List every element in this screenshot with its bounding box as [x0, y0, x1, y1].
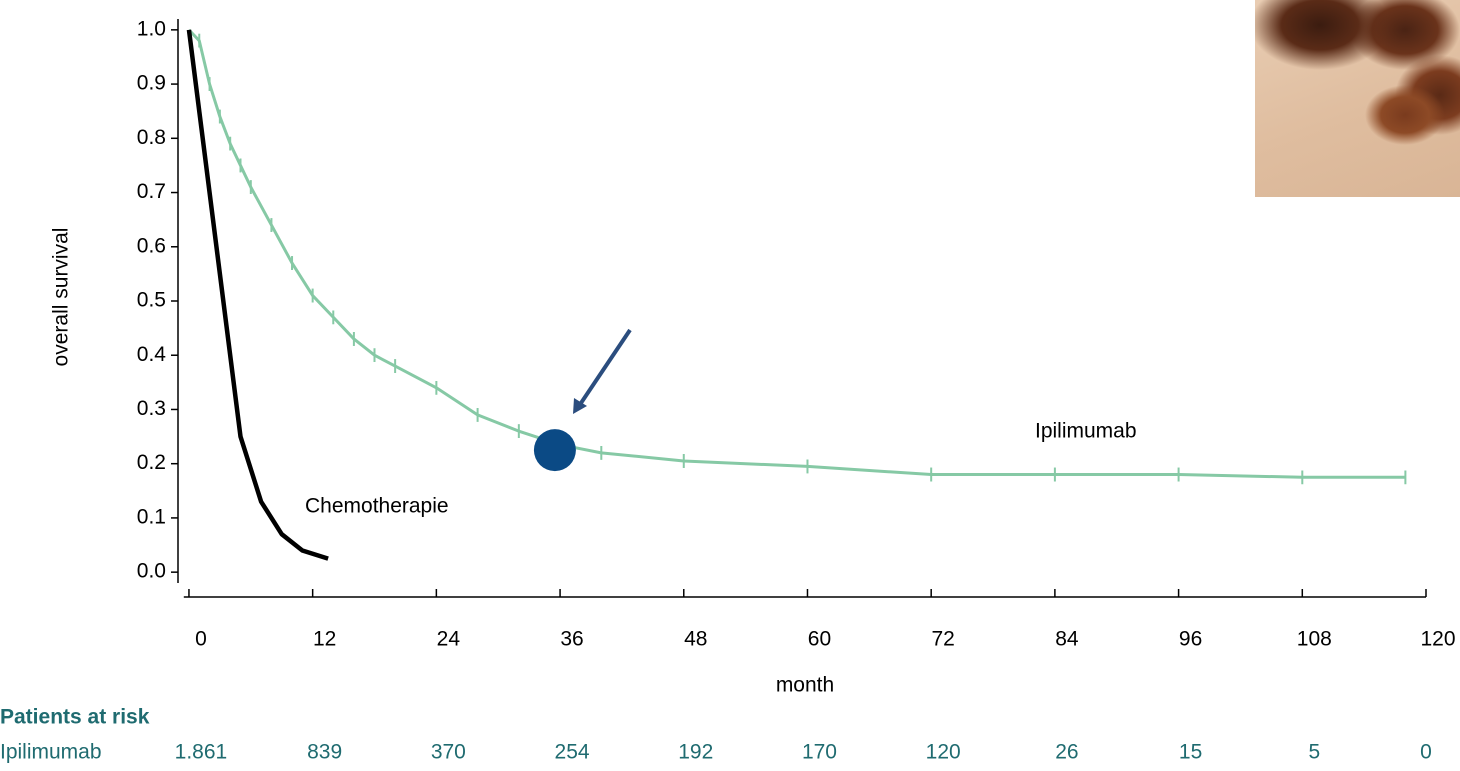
risk-value: 1.861 — [175, 741, 228, 764]
risk-value: 254 — [555, 741, 590, 764]
x-tick-label: 0 — [195, 628, 207, 651]
x-axis-label: month — [776, 674, 834, 697]
risk-value: 5 — [1308, 741, 1320, 764]
survival-curve — [189, 30, 328, 559]
y-tick-label: 0.4 — [137, 343, 167, 366]
y-axis-label: overall survival — [50, 228, 73, 367]
y-tick-label: 0.2 — [137, 451, 166, 474]
y-tick-label: 0.1 — [137, 505, 166, 528]
page: overall survival month Patients at risk … — [0, 0, 1460, 771]
risk-row-name: Ipilimumab — [0, 741, 102, 764]
y-tick-label: 0.3 — [137, 397, 166, 420]
x-tick-label: 36 — [560, 628, 583, 651]
x-tick-label: 108 — [1297, 628, 1332, 651]
risk-value: 15 — [1179, 741, 1202, 764]
risk-value: 0 — [1420, 741, 1432, 764]
y-tick-label: 0.9 — [137, 72, 166, 95]
risk-value: 192 — [678, 741, 713, 764]
arrow-shaft — [579, 330, 630, 406]
y-tick-label: 0.6 — [137, 234, 166, 257]
y-tick-label: 1.0 — [137, 17, 166, 40]
x-tick-label: 120 — [1420, 628, 1455, 651]
risk-value: 120 — [926, 741, 961, 764]
risk-value: 170 — [802, 741, 837, 764]
x-tick-label: 24 — [437, 628, 461, 651]
series-label: Ipilimumab — [1035, 420, 1137, 443]
risk-value: 839 — [307, 741, 342, 764]
highlight-dot — [534, 429, 576, 471]
x-tick-label: 72 — [932, 628, 955, 651]
risk-value: 370 — [431, 741, 466, 764]
chart: overall survival month Patients at risk … — [0, 0, 1460, 771]
series-label: Chemotherapie — [305, 495, 449, 518]
melanoma-photo — [1255, 0, 1460, 197]
risk-table-title: Patients at risk — [0, 706, 150, 729]
y-tick-label: 0.0 — [137, 560, 166, 583]
y-tick-label: 0.7 — [137, 180, 166, 203]
x-tick-label: 84 — [1055, 628, 1079, 651]
x-tick-label: 60 — [808, 628, 831, 651]
x-tick-label: 48 — [684, 628, 707, 651]
y-tick-label: 0.5 — [137, 289, 166, 312]
risk-value: 26 — [1055, 741, 1078, 764]
x-tick-label: 12 — [313, 628, 336, 651]
x-tick-label: 96 — [1179, 628, 1202, 651]
survival-curve — [189, 30, 1405, 477]
y-tick-label: 0.8 — [137, 126, 166, 149]
